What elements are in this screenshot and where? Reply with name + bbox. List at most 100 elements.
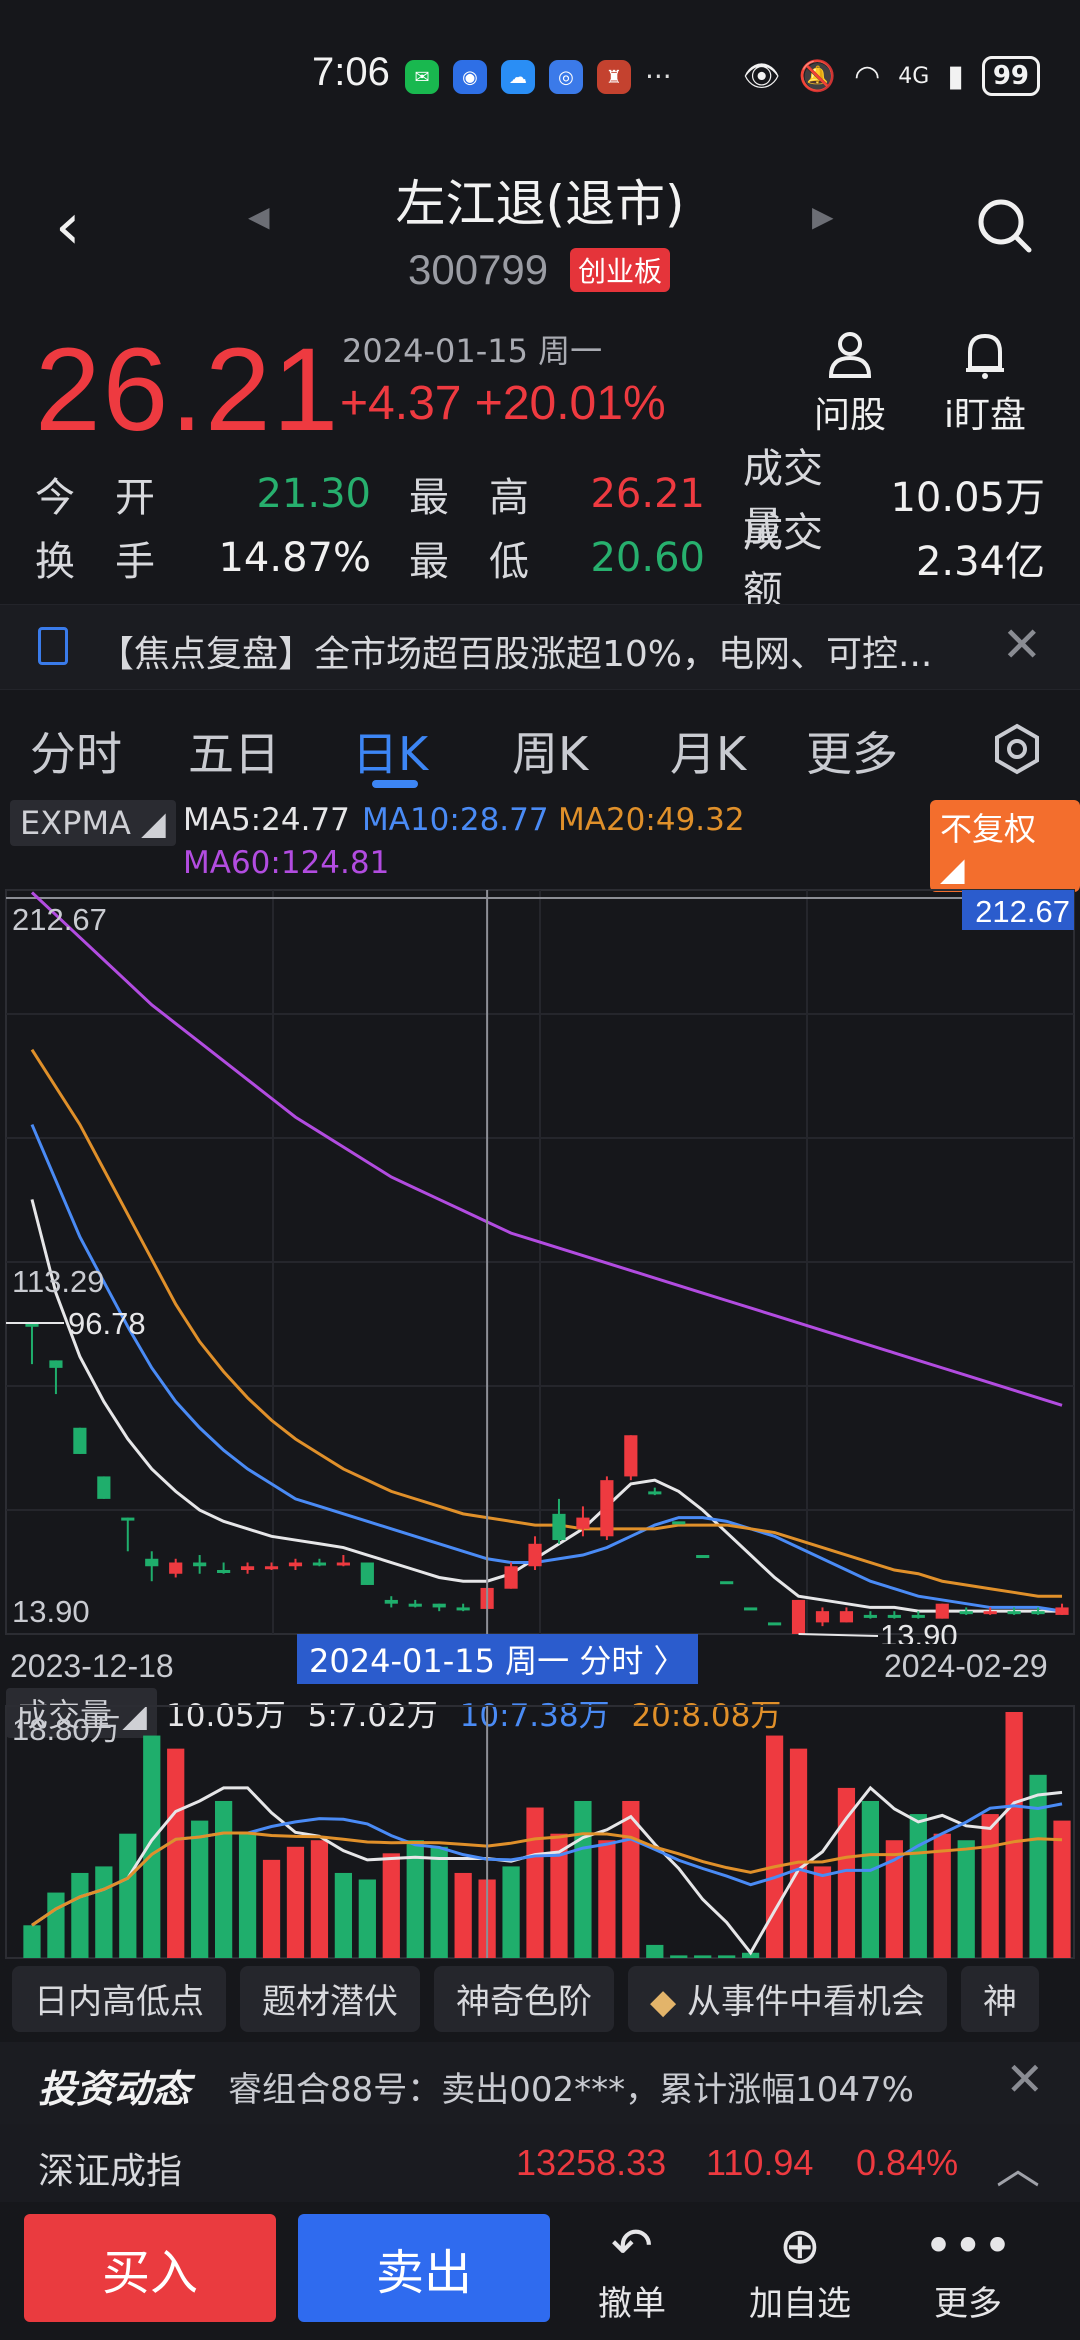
tab-weekly-k[interactable]: 周K — [512, 727, 589, 781]
stock-name: 左江退(退市) — [395, 175, 685, 233]
candle — [911, 1611, 925, 1619]
tab-monthly-k[interactable]: 月K — [670, 727, 747, 781]
back-icon[interactable]: ‹ — [55, 190, 81, 264]
ma10-value: MA10:28.77 — [362, 802, 549, 838]
volume-ma20: 20:8.08万 — [631, 1698, 782, 1734]
candle — [336, 1555, 350, 1567]
watch-button[interactable]: i盯盘 — [920, 330, 1050, 438]
candle — [767, 1622, 782, 1626]
candle-body — [863, 1614, 877, 1618]
more-button[interactable]: ••• 更多 — [898, 2216, 1038, 2325]
amount-value: 2.34亿 — [915, 539, 1045, 585]
chevron-up-icon[interactable]: ︿ — [996, 2143, 1040, 2194]
chip-more[interactable]: 神 — [960, 1966, 1039, 2032]
indicator-select[interactable]: EXPMA ◢ — [10, 800, 176, 846]
prev-stock-icon[interactable]: ◀ — [248, 200, 270, 233]
candle-body — [169, 1562, 183, 1574]
wifi-icon: ◠ — [854, 58, 881, 94]
volume-bar — [718, 1955, 736, 1958]
volume-bar — [167, 1748, 185, 1958]
candle — [1031, 1607, 1045, 1615]
volume-bar — [71, 1872, 89, 1958]
index-ticker[interactable]: 深证成指 13258.33 110.94 0.84% ︿ — [0, 2124, 1080, 2202]
news-banner[interactable]: 【焦点复盘】全市场超百股涨超10%，电网、可控... ✕ — [0, 604, 1080, 690]
sell-button[interactable]: 卖出 — [298, 2214, 550, 2322]
candle — [624, 1435, 638, 1481]
max-price-tag-label: 212.67 — [975, 894, 1070, 929]
next-stock-icon[interactable]: ▶ — [812, 200, 834, 233]
chip-events[interactable]: ◆ 从事件中看机会 — [628, 1966, 947, 2032]
chip-color-scale[interactable]: 神奇色阶 — [434, 1966, 614, 2032]
candle — [193, 1555, 207, 1574]
volume-ma5-line — [31, 1785, 1063, 1956]
signal-label: 4G — [898, 63, 930, 89]
undo-icon: ↶ — [611, 2217, 653, 2275]
candle-body — [839, 1611, 854, 1623]
chip-events-label: 从事件中看机会 — [686, 1982, 925, 2022]
diamond-icon: ◆ — [650, 1982, 677, 2022]
volume-bar — [1029, 1774, 1047, 1958]
candle-body — [983, 1611, 997, 1615]
candle-body — [528, 1543, 542, 1567]
candle-body — [1031, 1611, 1045, 1615]
tab-daily-k[interactable]: 日K — [352, 727, 429, 781]
cancel-order-button[interactable]: ↶ 撤单 — [562, 2216, 702, 2325]
plus-circle-icon: ⊕ — [779, 2217, 821, 2275]
volume-bar — [598, 1840, 616, 1958]
amount-label: 成交额 — [743, 510, 823, 614]
candle-body — [73, 1427, 87, 1454]
volume-chart[interactable]: 18.80万 — [0, 1700, 1080, 1970]
search-icon[interactable] — [975, 196, 1035, 256]
invest-banner[interactable]: 投资动态 睿组合88号：卖出002***，累计涨幅1047% ✕ — [0, 2042, 1080, 2124]
low-value: 20.60 — [590, 535, 705, 581]
turnover-value: 14.87% — [218, 535, 371, 581]
chip-theme[interactable]: 题材潜伏 — [240, 1966, 420, 2032]
candlestick-chart[interactable]: 212.67 113.29 13.90 212.67 96.78 13.90 — [0, 884, 1080, 1644]
volume-indicator-select[interactable]: 成交量 ◢ — [6, 1688, 157, 1738]
candle-body — [552, 1513, 566, 1541]
volume-bar — [957, 1840, 975, 1958]
volume-bar — [454, 1872, 472, 1958]
index-value: 13258.33 — [516, 2142, 667, 2183]
candle-body — [121, 1517, 135, 1521]
status-bar: 7:06 ✉ ◉ ☁ ◎ ♜ ··· 👁 🔕 ◠ 4G ▮ 99 — [0, 0, 1080, 150]
crosshair-date-button[interactable]: 2024-01-15 周一 分时 〉 — [297, 1634, 698, 1684]
open-value: 21.30 — [256, 471, 371, 517]
candle-body — [25, 1323, 39, 1327]
mute-icon: 🔕 — [798, 58, 837, 94]
candle — [839, 1607, 854, 1623]
buy-button[interactable]: 买入 — [24, 2214, 276, 2322]
candle — [528, 1536, 542, 1570]
adjust-select[interactable]: 不复权 ◢ — [930, 800, 1080, 892]
active-tab-indicator — [372, 780, 418, 788]
ask-stock-button[interactable]: 问股 — [785, 330, 915, 438]
candle — [240, 1562, 255, 1574]
volume-ma5: 5:7.02万 — [307, 1698, 438, 1734]
candle — [983, 1607, 997, 1615]
settings-icon[interactable] — [990, 722, 1044, 776]
candle-body — [576, 1517, 590, 1529]
ma20-value: MA20:49.32 — [558, 802, 745, 838]
price-change: +4.37 +20.01% — [340, 377, 666, 430]
y-min-label: 13.90 — [12, 1594, 90, 1629]
tab-five-day[interactable]: 五日 — [188, 727, 280, 781]
candle — [384, 1596, 398, 1608]
tab-intraday[interactable]: 分时 — [30, 727, 122, 781]
candle-body — [648, 1491, 662, 1495]
candle — [576, 1506, 590, 1537]
close-icon[interactable]: ✕ — [1005, 2052, 1044, 2106]
quote-stats: 今 开 21.30 最 高 26.21 成交量 10.05万 换 手 14.87… — [35, 446, 1045, 614]
app-icon: ◉ — [453, 60, 487, 94]
close-icon[interactable]: ✕ — [1001, 617, 1042, 673]
candle-body — [887, 1614, 901, 1618]
volume-bar — [382, 1853, 400, 1958]
add-watchlist-button[interactable]: ⊕ 加自选 — [730, 2216, 870, 2325]
candle — [935, 1603, 949, 1619]
bell-icon — [966, 333, 1004, 379]
chip-intraday-high-low[interactable]: 日内高低点 — [12, 1966, 226, 2032]
battery-icon: 99 — [981, 56, 1040, 96]
person-icon — [828, 332, 872, 378]
candle-body — [935, 1603, 949, 1619]
volume-bar — [119, 1833, 137, 1958]
tab-more[interactable]: 更多 — [806, 727, 898, 781]
